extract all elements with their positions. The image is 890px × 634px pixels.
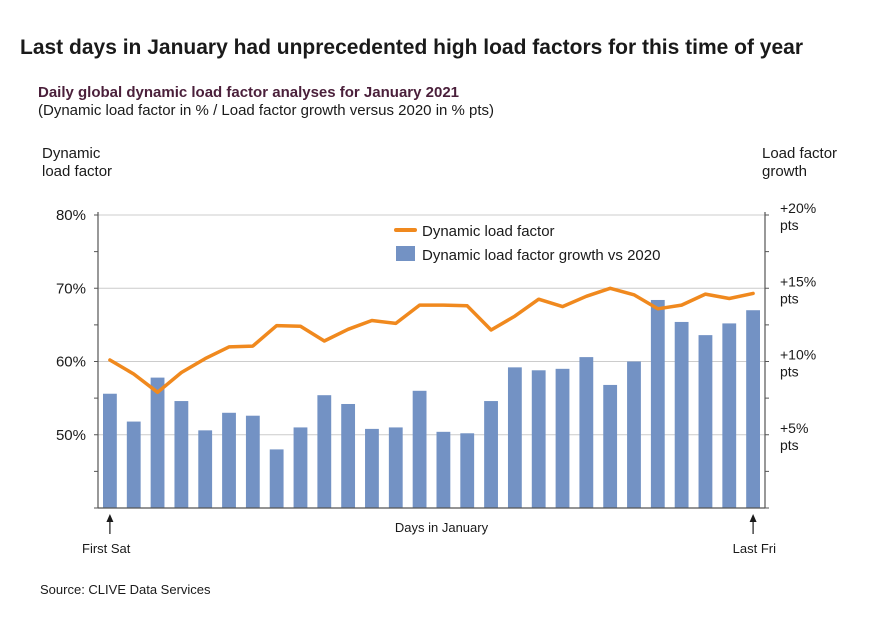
right-tick-label: pts <box>780 437 799 453</box>
chart-units-note: (Dynamic load factor in % / Load factor … <box>38 102 495 119</box>
bar <box>150 377 165 508</box>
bar <box>365 428 379 508</box>
bar <box>317 395 332 508</box>
end-annotation: Last Fri <box>733 541 776 556</box>
bar-series <box>103 299 760 508</box>
bar <box>507 367 522 508</box>
legend-label-bars: Dynamic load factor growth vs 2020 <box>422 247 660 264</box>
right-tick-label: +20% <box>780 200 816 216</box>
bar <box>555 368 570 508</box>
end-arrowhead <box>749 514 757 522</box>
bar <box>650 299 665 508</box>
legend-bar-swatch <box>396 246 415 261</box>
left-tick-label: 50% <box>56 427 86 444</box>
bar <box>412 390 427 508</box>
bar <box>531 370 546 508</box>
bar <box>579 357 594 508</box>
bar <box>198 430 213 508</box>
chart-headline: Last days in January had unprecedented h… <box>20 36 804 59</box>
right-axis-title: Load factor <box>762 145 837 162</box>
right-tick-label: pts <box>780 217 799 233</box>
bar <box>126 421 141 508</box>
legend-label-line: Dynamic load factor <box>422 223 555 240</box>
right-tick-label: +5% <box>780 420 808 436</box>
bar <box>627 361 641 508</box>
right-tick-label: pts <box>780 364 799 380</box>
right-axis-title: growth <box>762 163 807 180</box>
bar <box>722 323 737 508</box>
left-tick-label: 80% <box>56 207 86 224</box>
left-tick-label: 60% <box>56 354 86 371</box>
bar <box>460 433 475 508</box>
bar <box>436 431 451 508</box>
bar <box>293 427 308 508</box>
axes <box>94 212 769 509</box>
start-arrowhead <box>106 514 114 522</box>
bar <box>388 427 403 508</box>
left-axis-title: Dynamic <box>42 145 101 162</box>
bar <box>698 335 713 508</box>
start-annotation: First Sat <box>82 541 131 556</box>
bar <box>341 403 356 508</box>
bar <box>103 393 117 508</box>
bar <box>746 310 760 508</box>
bar <box>222 412 236 508</box>
legend: Dynamic load factor Dynamic load factor g… <box>394 223 660 264</box>
bar <box>674 321 689 508</box>
bar <box>269 449 284 508</box>
right-tick-label: pts <box>780 290 799 306</box>
bar <box>484 401 498 508</box>
left-tick-label: 70% <box>56 280 86 297</box>
x-axis-title: Days in January <box>395 520 489 535</box>
bar <box>245 415 260 508</box>
left-axis-title: load factor <box>42 163 112 180</box>
bar <box>603 384 618 508</box>
chart-subtitle: Daily global dynamic load factor analyse… <box>38 84 460 101</box>
right-tick-label: +15% <box>780 273 816 289</box>
line-series <box>108 286 755 395</box>
source-note: Source: CLIVE Data Services <box>40 582 211 597</box>
load-factor-line <box>108 286 755 395</box>
right-tick-label: +10% <box>780 347 816 363</box>
bar <box>174 401 189 508</box>
